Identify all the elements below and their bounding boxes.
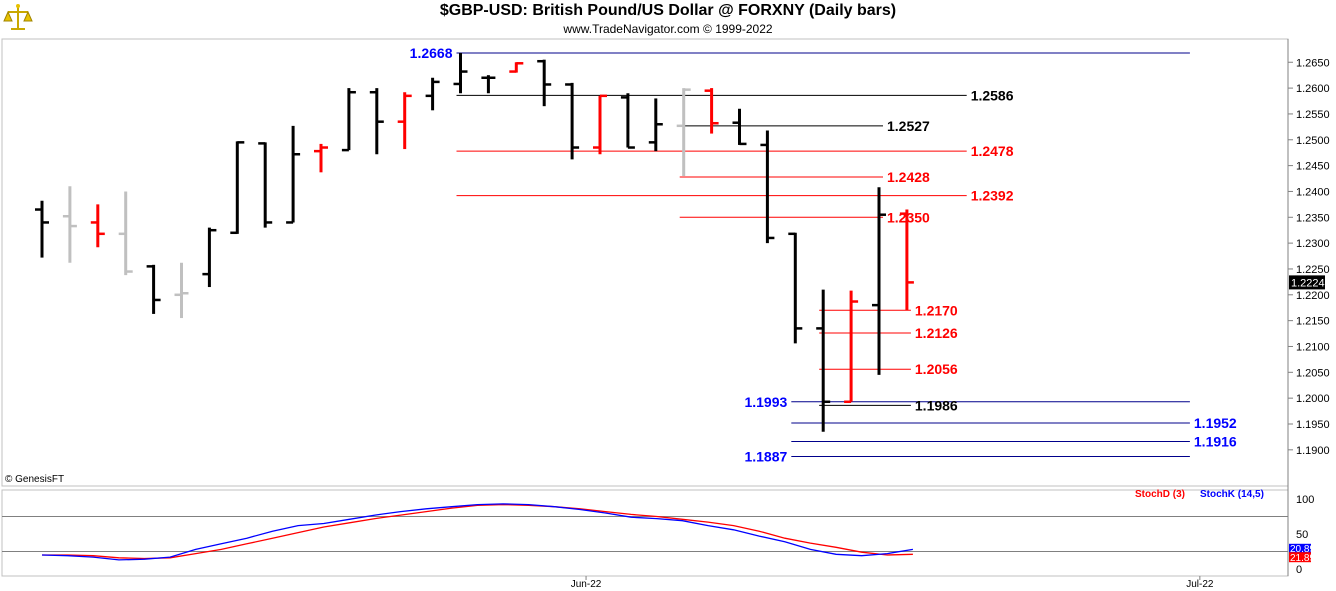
chart-frame bbox=[1, 38, 1289, 577]
ohlc-bar bbox=[844, 290, 859, 404]
price-levels: 1.2668 1.2586 1.2527 1.2478 1.2428 1.2392 1.23… bbox=[410, 45, 1237, 465]
price-tick-label: 1.2350 bbox=[1296, 212, 1330, 224]
price-tick-label: 1.2100 bbox=[1296, 341, 1330, 353]
stoch-d-value-box bbox=[1289, 552, 1311, 563]
level-label: 1.1887 bbox=[744, 449, 787, 465]
genesis-logo-icon bbox=[2, 2, 34, 34]
level-label: 1.2056 bbox=[915, 361, 958, 377]
price-tick-label: 1.2150 bbox=[1296, 316, 1330, 328]
level-label: 1.2428 bbox=[887, 169, 930, 185]
ohlc-bar bbox=[146, 264, 161, 314]
ohlc-bar bbox=[537, 59, 552, 107]
level-label: 1.1993 bbox=[744, 394, 787, 410]
ohlc-bar bbox=[676, 88, 691, 176]
oscillator-tick-label: 50 bbox=[1296, 529, 1308, 541]
ohlc-bar bbox=[648, 98, 663, 152]
ohlc-bar bbox=[397, 92, 412, 150]
price-tick-label: 1.2050 bbox=[1296, 367, 1330, 379]
price-tick-label: 1.2600 bbox=[1296, 83, 1330, 95]
ohlc-bar bbox=[230, 141, 245, 235]
ohlc-bar bbox=[872, 187, 886, 375]
ohlc-bar bbox=[286, 125, 301, 224]
price-tick-label: 1.1900 bbox=[1296, 445, 1330, 457]
level-label: 1.2527 bbox=[887, 118, 930, 134]
ohlc-bar bbox=[369, 88, 384, 155]
stoch-k-value: 20.89 bbox=[1290, 544, 1315, 555]
date-label: Jul-22 bbox=[1186, 579, 1214, 590]
price-tick-label: 1.1950 bbox=[1296, 419, 1330, 431]
stoch-d-value: 21.89 bbox=[1290, 553, 1315, 564]
stoch-k-value-box bbox=[1289, 543, 1311, 553]
ohlc-bar bbox=[732, 108, 747, 146]
date-axis: Jun-22 Jul-22 bbox=[571, 576, 1214, 590]
price-tick-label: 1.2400 bbox=[1296, 186, 1330, 198]
level-label: 1.1952 bbox=[1194, 415, 1237, 431]
price-tick-label: 1.2250 bbox=[1296, 264, 1330, 276]
ohlc-bar bbox=[425, 77, 440, 111]
price-panel-border bbox=[1, 38, 1289, 487]
ohlc-bar bbox=[899, 209, 914, 311]
ohlc-bar bbox=[314, 143, 328, 173]
stoch-d-line bbox=[42, 503, 913, 560]
price-axis: 1.2650 1.2600 1.2550 1.2500 1.2450 1.2400 1.23… bbox=[1288, 57, 1330, 457]
ohlc-bar bbox=[816, 289, 831, 432]
oscillator-panel-border bbox=[1, 489, 1289, 577]
chart-subtitle: www.TradeNavigator.com © 1999-2022 bbox=[563, 22, 773, 36]
price-tick-label: 1.2300 bbox=[1296, 238, 1330, 250]
price-tick-label: 1.2200 bbox=[1296, 290, 1330, 302]
ohlc-bar bbox=[174, 262, 189, 319]
level-label: 1.1916 bbox=[1194, 434, 1237, 450]
chart-title: $GBP-USD: British Pound/US Dollar @ FORX… bbox=[439, 2, 897, 19]
ohlc-bar bbox=[118, 191, 133, 276]
ohlc-bar bbox=[481, 75, 496, 94]
level-label: 1.2668 bbox=[410, 45, 453, 61]
price-tick-label: 1.2500 bbox=[1296, 135, 1330, 147]
level-label: 1.2478 bbox=[971, 143, 1014, 159]
ohlc-bar bbox=[620, 93, 635, 149]
level-label: 1.2586 bbox=[971, 87, 1014, 103]
ohlc-bar bbox=[453, 52, 468, 94]
last-price-label: 1.2224 bbox=[1291, 277, 1325, 289]
legend-stoch-k: StochK (14,5) bbox=[1200, 489, 1264, 500]
ohlc-bar bbox=[509, 62, 524, 73]
level-label: 1.2392 bbox=[971, 188, 1014, 204]
price-tick-label: 1.2450 bbox=[1296, 161, 1330, 173]
oscillator-tick-label: 0 bbox=[1296, 564, 1302, 576]
ohlc-bar bbox=[35, 200, 49, 258]
date-label: Jun-22 bbox=[571, 579, 602, 590]
ohlc-bar bbox=[593, 94, 607, 155]
level-label: 1.1986 bbox=[915, 397, 958, 413]
ohlc-bar bbox=[760, 130, 775, 244]
ohlc-bar bbox=[788, 232, 803, 344]
last-price-box bbox=[1289, 275, 1325, 290]
ohlc-bar bbox=[62, 186, 77, 263]
price-tick-label: 1.2000 bbox=[1296, 393, 1330, 405]
price-tick-label: 1.2650 bbox=[1296, 57, 1330, 69]
legend-stoch-d: StochD (3) bbox=[1135, 489, 1185, 500]
ohlc-bar bbox=[258, 142, 273, 228]
level-label: 1.2350 bbox=[887, 209, 930, 225]
ohlc-bar bbox=[565, 82, 580, 160]
oscillator-tick-label: 100 bbox=[1296, 494, 1314, 506]
price-tick-label: 1.2550 bbox=[1296, 109, 1330, 121]
level-label: 1.2170 bbox=[915, 302, 958, 318]
level-label: 1.2126 bbox=[915, 325, 958, 341]
ohlc-bar bbox=[704, 88, 719, 134]
ohlc-bar bbox=[202, 227, 217, 288]
ohlc-bar bbox=[341, 88, 356, 152]
data-credit: © GenesisFT bbox=[5, 474, 65, 485]
ohlc-bar bbox=[90, 204, 105, 248]
stoch-k-line bbox=[41, 503, 914, 561]
price-bars bbox=[35, 52, 914, 432]
